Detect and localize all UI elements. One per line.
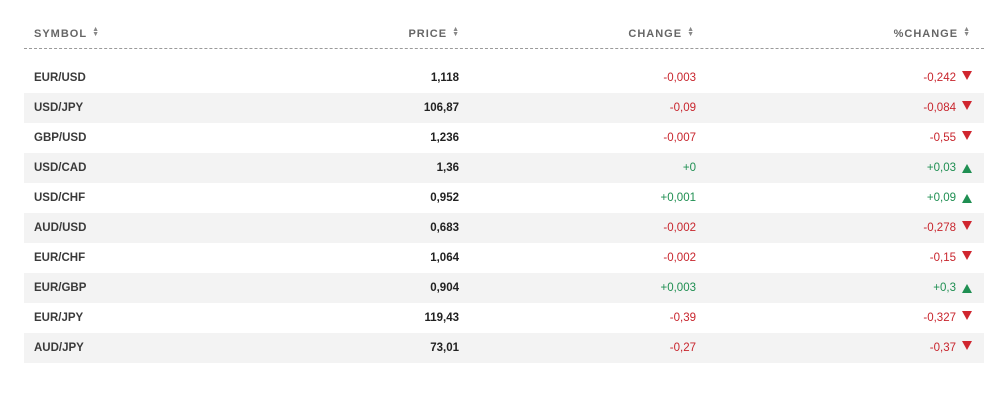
symbol-cell[interactable]: EUR/CHF xyxy=(34,252,86,264)
change-cell: -0,27 xyxy=(669,342,696,354)
symbol-cell[interactable]: AUD/USD xyxy=(34,222,87,234)
table-row[interactable]: EUR/JPY 119,43 -0,39 -0,327 xyxy=(24,303,984,333)
change-cell: -0,09 xyxy=(669,102,696,114)
arrow-down-icon xyxy=(962,221,972,230)
change-cell: -0,007 xyxy=(663,132,696,144)
pchange-cell: -0,242 xyxy=(923,72,956,84)
sort-icon[interactable]: ▲ ▼ xyxy=(452,26,459,38)
table-row[interactable]: GBP/USD 1,236 -0,007 -0,55 xyxy=(24,123,984,153)
arrow-up-icon xyxy=(962,194,972,203)
column-header-symbol[interactable]: SYMBOL ▲ ▼ xyxy=(34,26,99,40)
arrow-down-icon xyxy=(962,71,972,80)
price-cell: 1,118 xyxy=(430,72,459,84)
price-cell: 0,683 xyxy=(430,222,459,234)
arrow-down-icon xyxy=(962,251,972,260)
arrow-down-icon xyxy=(962,311,972,320)
column-header-change[interactable]: CHANGE ▲ ▼ xyxy=(628,26,694,40)
pchange-cell: -0,084 xyxy=(923,102,956,114)
table-row[interactable]: USD/JPY 106,87 -0,09 -0,084 xyxy=(24,93,984,123)
symbol-cell[interactable]: USD/JPY xyxy=(34,102,84,114)
pchange-cell: +0,3 xyxy=(933,282,956,294)
arrow-up-icon xyxy=(962,284,972,293)
arrow-down-icon xyxy=(962,131,972,140)
price-cell: 0,952 xyxy=(430,192,459,204)
symbol-cell[interactable]: EUR/GBP xyxy=(34,282,87,294)
sort-icon[interactable]: ▲ ▼ xyxy=(687,26,694,38)
symbol-cell[interactable]: AUD/JPY xyxy=(34,342,84,354)
pchange-cell: -0,37 xyxy=(929,342,956,354)
change-cell: +0,001 xyxy=(660,192,697,204)
change-cell: -0,39 xyxy=(669,312,696,324)
price-cell: 1,36 xyxy=(436,162,459,174)
change-cell: +0 xyxy=(682,162,696,174)
price-cell: 106,87 xyxy=(423,102,459,114)
column-header-price-label: PRICE xyxy=(408,28,448,40)
arrow-down-icon xyxy=(962,341,972,350)
sort-icon[interactable]: ▲ ▼ xyxy=(92,26,99,38)
price-cell: 73,01 xyxy=(430,342,459,354)
arrow-down-icon xyxy=(962,101,972,110)
price-cell: 1,064 xyxy=(430,252,459,264)
table-header: SYMBOL ▲ ▼ PRICE ▲ ▼ CHANGE ▲ ▼ %CHANGE ▲ ▼ xyxy=(24,18,984,49)
table-row[interactable]: EUR/GBP 0,904 +0,003 +0,3 xyxy=(24,273,984,303)
arrow-up-icon xyxy=(962,164,972,173)
pchange-cell: +0,03 xyxy=(926,162,956,174)
sort-icon[interactable]: ▲ ▼ xyxy=(963,26,970,38)
price-cell: 0,904 xyxy=(430,282,459,294)
price-cell: 1,236 xyxy=(430,132,459,144)
symbol-cell[interactable]: EUR/JPY xyxy=(34,312,84,324)
column-header-pchange-label: %CHANGE xyxy=(893,28,959,40)
symbol-cell[interactable]: USD/CAD xyxy=(34,162,87,174)
change-cell: -0,002 xyxy=(663,222,696,234)
currency-table: SYMBOL ▲ ▼ PRICE ▲ ▼ CHANGE ▲ ▼ %CHANGE ▲ ▼ EUR/… xyxy=(24,18,984,363)
table-row[interactable]: AUD/JPY 73,01 -0,27 -0,37 xyxy=(24,333,984,363)
pchange-cell: -0,55 xyxy=(929,132,956,144)
column-header-pchange[interactable]: %CHANGE ▲ ▼ xyxy=(893,26,970,40)
pchange-cell: -0,327 xyxy=(923,312,956,324)
column-header-symbol-label: SYMBOL xyxy=(34,28,88,40)
column-header-price[interactable]: PRICE ▲ ▼ xyxy=(408,26,459,40)
pchange-cell: -0,15 xyxy=(929,252,956,264)
table-row[interactable]: EUR/USD 1,118 -0,003 -0,242 xyxy=(24,63,984,93)
table-body: EUR/USD 1,118 -0,003 -0,242 USD/JPY 106,87 -0,… xyxy=(24,63,984,363)
table-row[interactable]: EUR/CHF 1,064 -0,002 -0,15 xyxy=(24,243,984,273)
table-row[interactable]: USD/CAD 1,36 +0 +0,03 xyxy=(24,153,984,183)
table-row[interactable]: AUD/USD 0,683 -0,002 -0,278 xyxy=(24,213,984,243)
change-cell: -0,002 xyxy=(663,252,696,264)
column-header-change-label: CHANGE xyxy=(628,28,683,40)
pchange-cell: +0,09 xyxy=(926,192,956,204)
change-cell: -0,003 xyxy=(663,72,696,84)
symbol-cell[interactable]: EUR/USD xyxy=(34,72,86,84)
table-row[interactable]: USD/CHF 0,952 +0,001 +0,09 xyxy=(24,183,984,213)
price-cell: 119,43 xyxy=(424,312,459,324)
symbol-cell[interactable]: GBP/USD xyxy=(34,132,87,144)
pchange-cell: -0,278 xyxy=(923,222,956,234)
symbol-cell[interactable]: USD/CHF xyxy=(34,192,86,204)
change-cell: +0,003 xyxy=(660,282,697,294)
